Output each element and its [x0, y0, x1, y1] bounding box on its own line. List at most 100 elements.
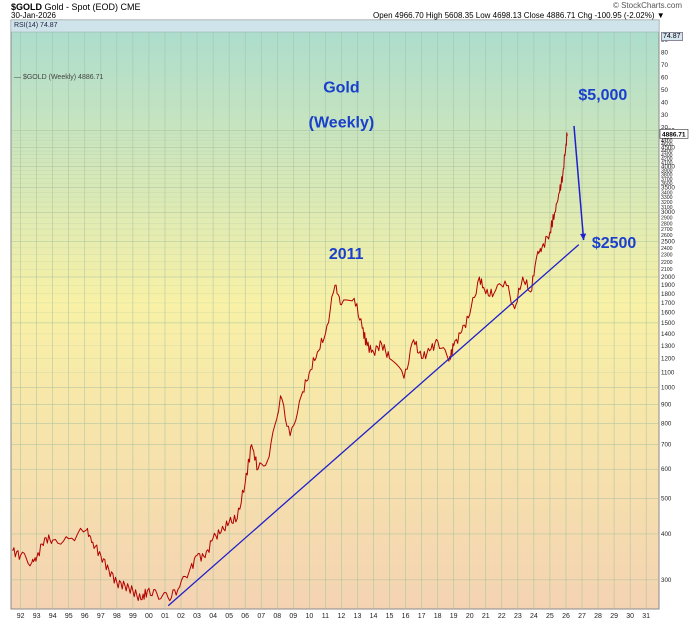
- x-tick-label: 15: [386, 613, 394, 620]
- x-tick-label: 19: [450, 613, 458, 620]
- chart-annotation: $2500: [592, 235, 637, 252]
- y-tick-label: 3800: [661, 172, 673, 178]
- y-tick-label: 70: [661, 62, 668, 69]
- gold-price-line: [12, 132, 568, 602]
- trendline: [167, 244, 580, 607]
- chart-annotation: (Weekly): [309, 115, 375, 132]
- y-tick-label: 900: [661, 401, 672, 408]
- x-tick-label: 06: [241, 613, 249, 620]
- x-tick-label: 94: [49, 613, 57, 620]
- y-tick-label: 3200: [661, 200, 673, 206]
- last-value-tag-box: [659, 129, 689, 139]
- x-tick-label: 14: [370, 613, 378, 620]
- y-tick-label: 3100: [661, 205, 673, 211]
- x-tick-label: 16: [402, 613, 410, 620]
- y-tick-label: 2200: [661, 260, 673, 266]
- x-tick-label: 01: [161, 613, 169, 620]
- symbol-label: $GOLD: [11, 2, 43, 12]
- y-tick-label: 3300: [661, 195, 673, 201]
- y-tick-label: 10: [661, 137, 668, 144]
- x-tick-label: 95: [65, 613, 73, 620]
- x-tick-label: 25: [546, 613, 554, 620]
- y-tick-label: 4400: [661, 149, 673, 155]
- header-quote: Open 4966.70 High 5608.35 Low 4698.13 Cl…: [373, 11, 665, 20]
- y-tick-label: 2100: [661, 267, 673, 273]
- y-tick-label: 1500: [661, 320, 675, 327]
- y-tick-label: 20: [661, 125, 668, 132]
- y-tick-label: 4100: [661, 160, 673, 166]
- x-tick-label: 08: [273, 613, 281, 620]
- y-tick-label: 1000: [661, 385, 675, 392]
- x-tick-label: 31: [642, 613, 650, 620]
- y-tick-label: 60: [661, 75, 668, 82]
- y-tick-label: 4600: [661, 142, 673, 148]
- x-tick-label: 28: [594, 613, 602, 620]
- y-tick-label: 300: [661, 577, 672, 584]
- x-tick-label: 97: [97, 613, 105, 620]
- y-tick-label: 2300: [661, 253, 673, 259]
- rsi-strip: [10, 19, 660, 33]
- x-tick-label: 92: [17, 613, 25, 620]
- y-tick-label: 2500: [661, 238, 675, 245]
- x-tick-label: 18: [434, 613, 442, 620]
- grid-lines: [11, 32, 659, 609]
- y-tick-label: 600: [661, 466, 672, 473]
- chart-annotation: 2011: [329, 246, 364, 263]
- y-tick-label: 500: [661, 495, 672, 502]
- y-tick-label: 1400: [661, 331, 675, 338]
- x-tick-label: 17: [418, 613, 426, 620]
- x-tick-label: 96: [81, 613, 89, 620]
- y-tick-label: 2400: [661, 246, 673, 252]
- y-tick-label: 3700: [661, 177, 673, 183]
- y-tick-label: 4000: [661, 163, 675, 170]
- x-tick-labels: 92 93 94 95 96 97 98 99 00 01 02 03 04 05 06 07 08 09 10 11…: [17, 613, 650, 620]
- x-tick-label: 20: [466, 613, 474, 620]
- header-date: 30-Jan-2026: [11, 11, 56, 20]
- y-tick-label: 2000: [661, 274, 675, 281]
- y-tick-label: 1600: [661, 310, 675, 317]
- x-tick-label: 22: [498, 613, 506, 620]
- y-tick-label: 30: [661, 112, 668, 119]
- chart-annotation: Gold: [323, 80, 359, 97]
- y-tick-label: 1900: [661, 282, 675, 289]
- x-tick-label: 93: [33, 613, 41, 620]
- last-value-tag: 4886.71: [662, 131, 686, 138]
- x-tick-label: 04: [209, 613, 217, 620]
- y-tick-label: 3400: [661, 190, 673, 196]
- x-tick-label: 30: [626, 613, 634, 620]
- down-arrow-head: [580, 233, 587, 241]
- y-tick-label: 3600: [661, 181, 673, 187]
- x-tick-label: 99: [129, 613, 137, 620]
- x-tick-label: 11: [322, 613, 329, 620]
- y-tick-label: 50: [661, 87, 668, 94]
- y-tick-label: 4200: [661, 157, 673, 163]
- legend: — $GOLD (Weekly) 4886.71: [14, 74, 104, 81]
- y-tick-label: 700: [661, 442, 672, 449]
- y-tick-label: 1800: [661, 291, 675, 298]
- x-tick-label: 10: [305, 613, 313, 620]
- x-tick-label: 07: [257, 613, 265, 620]
- header-symbol: $GOLD Gold - Spot (EOD) CME: [11, 2, 141, 12]
- x-tick-label: 29: [610, 613, 618, 620]
- y-tick-label: 3000: [661, 209, 675, 216]
- x-tick-label: 26: [562, 613, 570, 620]
- x-tick-label: 03: [193, 613, 201, 620]
- x-tick-label: 23: [514, 613, 522, 620]
- chart-annotation: $5,000: [578, 87, 627, 104]
- y-tick-label: 2600: [661, 233, 673, 239]
- y-tick-labels: 9080706050403020105000490048004700460045…: [661, 37, 675, 584]
- plot-background: [10, 19, 660, 610]
- x-tick-label: 98: [113, 613, 121, 620]
- x-tick-label: 13: [354, 613, 362, 620]
- y-tick-label: 2700: [661, 227, 673, 233]
- y-tick-label: 400: [661, 531, 672, 538]
- y-tick-label: 40: [661, 100, 668, 107]
- y-tick-label: 800: [661, 420, 672, 427]
- y-tick-label: 1100: [661, 369, 675, 376]
- y-tick-label: 80: [661, 50, 668, 57]
- y-tick-label: 2900: [661, 216, 673, 222]
- x-tick-label: 02: [177, 613, 185, 620]
- y-tick-label: 4300: [661, 153, 673, 159]
- x-tick-label: 12: [338, 613, 346, 620]
